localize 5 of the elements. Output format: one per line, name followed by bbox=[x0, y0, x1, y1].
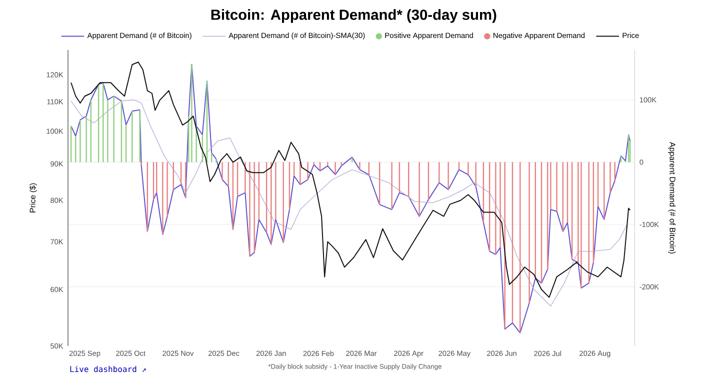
line-series bbox=[70, 100, 628, 306]
y2-axis-title: Apparent Demand (# of Bitcoin) bbox=[668, 142, 676, 254]
text: Live dashboard ↗ bbox=[70, 366, 146, 372]
y-axis-title: Price ($) bbox=[29, 183, 38, 212]
chart-title: Bitcoin: Apparent Demand* (30-day sum) bbox=[211, 9, 496, 23]
